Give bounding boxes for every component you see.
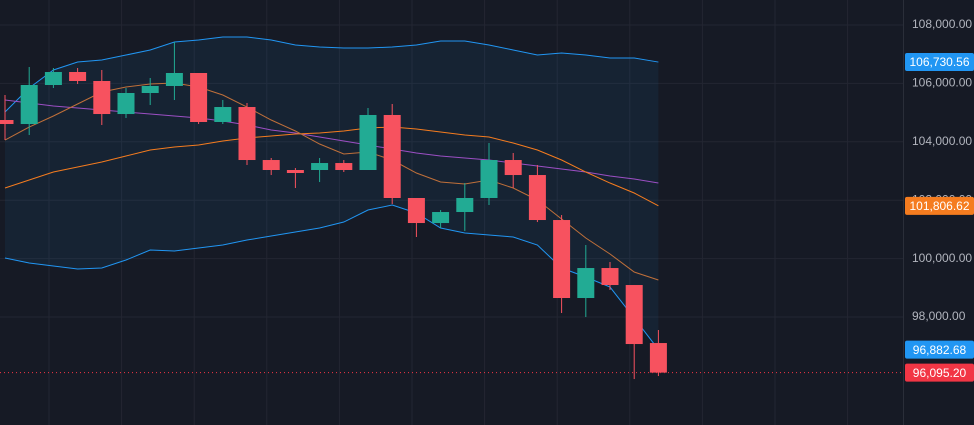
- price-tag-label: 101,806.62: [909, 199, 969, 213]
- candle-body: [480, 160, 498, 199]
- candle-body: [311, 163, 329, 170]
- candle-body: [165, 72, 183, 86]
- candle-body: [504, 160, 522, 176]
- candle-body: [190, 72, 208, 122]
- candle-body: [553, 220, 571, 299]
- candle-body: [407, 198, 425, 224]
- candle-body: [359, 114, 377, 170]
- y-tick-label: 100,000.00: [912, 251, 972, 265]
- indicator-line: [4, 204, 659, 350]
- indicator-line: [4, 126, 659, 207]
- candle-body: [262, 160, 280, 170]
- candle-body: [335, 163, 353, 170]
- candle-body: [44, 72, 62, 85]
- candle-body: [601, 268, 619, 286]
- candle-body: [238, 107, 256, 161]
- candle-body: [649, 343, 667, 373]
- candle-body: [432, 212, 450, 224]
- price-tag: [905, 363, 974, 382]
- y-tick-label: 104,000.00: [912, 134, 972, 148]
- candle-body: [383, 114, 401, 199]
- price-tag: [905, 340, 974, 359]
- price-tag: [905, 196, 974, 215]
- candle-body: [0, 120, 14, 125]
- price-tag-label: 96,882.68: [913, 343, 967, 357]
- price-tag-label: 106,730.56: [909, 55, 969, 69]
- candle-body: [214, 107, 232, 122]
- candle-body: [286, 170, 304, 174]
- indicator-line: [4, 36, 659, 113]
- candle-body: [528, 175, 546, 221]
- candle-body: [93, 80, 111, 115]
- price-tag: [905, 53, 974, 72]
- y-tick-label: 106,000.00: [912, 76, 972, 90]
- candle-body: [625, 285, 643, 345]
- candle-body: [141, 85, 159, 94]
- candle-body: [456, 198, 474, 213]
- indicator-line: [4, 99, 659, 184]
- candle-body: [20, 85, 38, 125]
- candle-body: [69, 72, 87, 81]
- indicator-line: [4, 82, 659, 281]
- candle-body: [577, 268, 595, 299]
- y-tick-label: 108,000.00: [912, 17, 972, 31]
- y-tick-label: 98,000.00: [912, 309, 966, 323]
- price-tag-label: 96,095.20: [913, 366, 967, 380]
- candle-body: [117, 93, 135, 115]
